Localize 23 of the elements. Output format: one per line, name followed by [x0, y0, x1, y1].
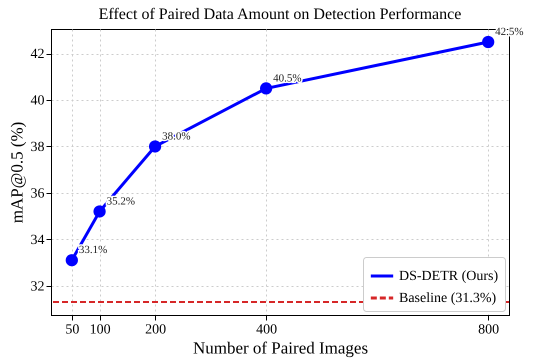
x-tick-label: 800	[478, 322, 500, 338]
y-tick-label: 36	[30, 186, 44, 202]
y-tick-label: 38	[30, 140, 44, 155]
x-tick-label: 100	[90, 322, 111, 338]
x-tick-label: 200	[145, 322, 166, 338]
data-label: 40.5%	[273, 72, 302, 84]
y-tick-label: 40	[30, 94, 44, 109]
x-tick-label: 50	[65, 322, 80, 338]
ref-line-label: Baseline (31.3%)	[399, 291, 497, 306]
point	[148, 140, 162, 153]
x-tick-label: 400	[256, 322, 278, 338]
y-tick-label: 42	[30, 47, 44, 62]
point	[482, 36, 494, 48]
point	[66, 254, 78, 266]
chart-title: Effect of Paired Data Amount on Detection Performance	[98, 6, 462, 23]
point	[260, 82, 272, 95]
x-axis-title: Number of Paired Images	[192, 338, 368, 358]
y-axis-title: mAP@0.5 (%)	[8, 122, 26, 224]
point	[93, 205, 106, 218]
y-tick-label: 34	[30, 232, 44, 248]
y-tick-label: 32	[30, 279, 44, 294]
legend-label: DS-DETR (Ours)	[399, 269, 498, 284]
data-label: 33.1%	[78, 244, 108, 256]
